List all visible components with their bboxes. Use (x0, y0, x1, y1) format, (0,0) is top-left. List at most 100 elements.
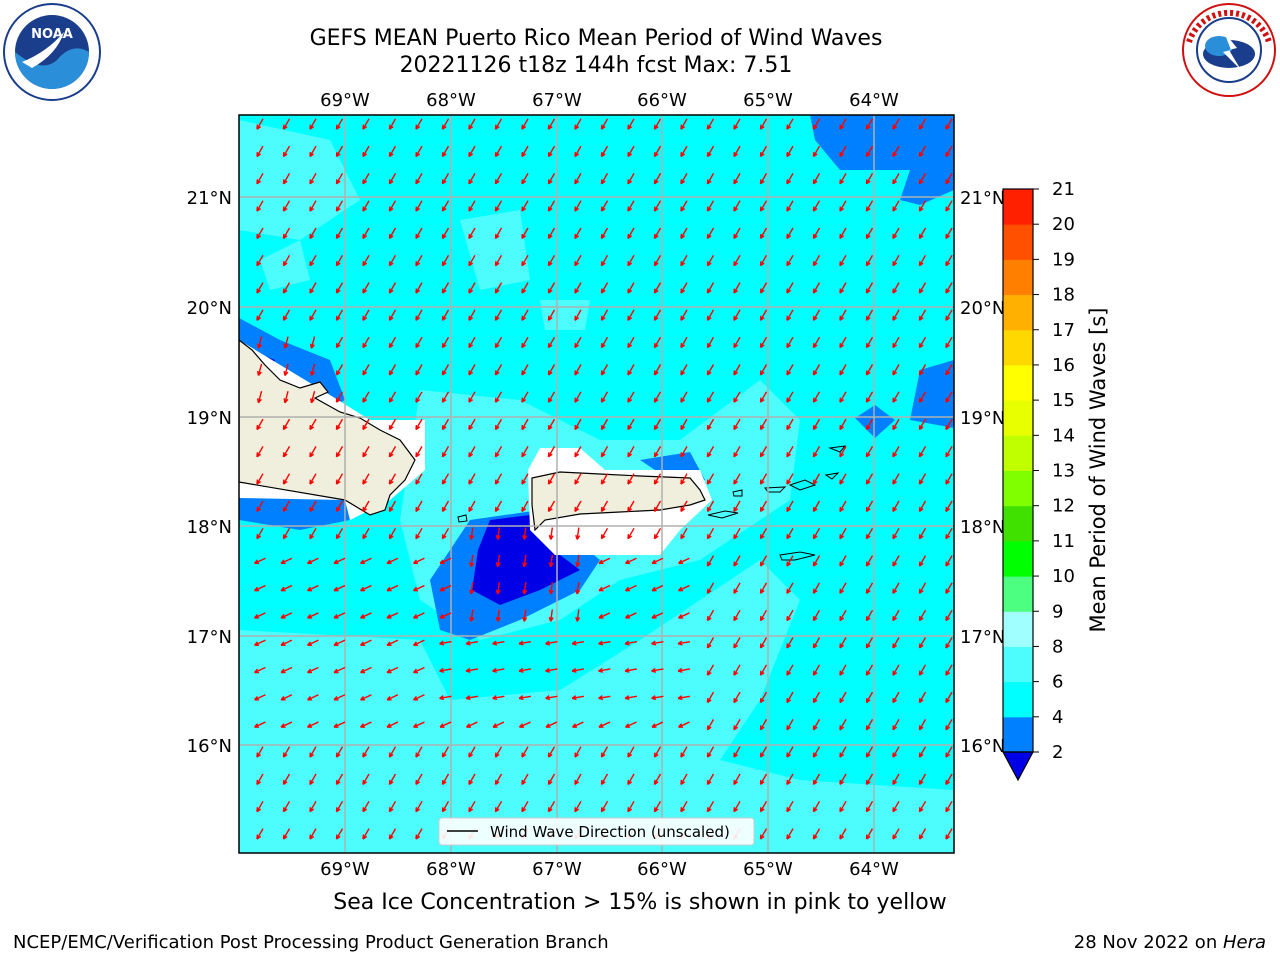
wave-direction-arrowhead (919, 781, 924, 785)
wave-direction-arrow (680, 336, 688, 348)
wave-direction-arrowhead (521, 781, 527, 785)
wave-direction-arrowhead (521, 153, 527, 158)
wave-direction-arrow (918, 254, 927, 267)
wave-direction-arrowhead (866, 672, 871, 676)
wave-direction-arrow (812, 254, 821, 267)
wave-direction-arrowhead (624, 670, 630, 673)
wave-direction-arrow (759, 309, 768, 321)
wave-direction-arrow (492, 721, 505, 728)
colorbar-tick-label: 12 (1052, 496, 1075, 517)
wave-direction-arrowhead (523, 535, 528, 540)
wave-direction-arrowhead (574, 207, 580, 212)
wave-direction-arrowhead (866, 180, 871, 185)
wave-direction-arrowhead (813, 480, 818, 485)
wave-direction-arrow (706, 527, 715, 540)
wave-direction-arrow (254, 694, 266, 701)
wave-direction-arrow (653, 282, 662, 294)
wave-direction-arrow (680, 254, 688, 267)
wave-direction-arrowhead (601, 480, 606, 485)
wave-direction-arrowhead (677, 643, 683, 646)
wave-direction-arrowhead (362, 153, 368, 158)
wave-direction-arrowhead (497, 535, 501, 540)
wave-direction-arrowhead (521, 480, 527, 485)
wave-direction-arrowhead (492, 697, 498, 701)
wave-direction-arrow (680, 773, 688, 785)
wave-direction-arrowhead (919, 672, 924, 676)
wave-direction-arrow (388, 227, 397, 239)
wave-direction-arrow (280, 639, 293, 646)
wave-direction-arrow (786, 227, 794, 239)
wave-direction-arrow (918, 336, 927, 348)
wave-direction-arrowhead (598, 643, 604, 646)
wave-direction-arrow (892, 609, 900, 621)
wave-direction-arrowhead (866, 753, 871, 758)
wave-direction-arrowhead (654, 289, 659, 294)
wave-direction-arrowhead (866, 480, 871, 485)
wave-direction-arrow (627, 336, 635, 348)
wave-direction-arrow (386, 666, 399, 674)
wave-direction-arrow (706, 555, 715, 567)
wave-direction-arrow (574, 173, 582, 185)
wave-direction-arrow (254, 557, 266, 564)
wave-direction-arrow (386, 612, 399, 619)
wave-direction-arrow (415, 800, 423, 813)
wave-direction-arrowhead (892, 262, 898, 267)
wave-direction-arrowhead (654, 508, 659, 512)
wave-direction-arrowhead (786, 262, 792, 267)
wave-direction-arrow (256, 473, 264, 485)
wave-direction-arrowhead (495, 453, 500, 458)
wave-direction-arrow (282, 254, 291, 267)
wave-direction-arrowhead (919, 344, 924, 349)
wave-direction-arrow (470, 554, 474, 567)
wave-direction-arrow (465, 668, 479, 672)
wave-direction-arrow (523, 609, 527, 622)
wave-direction-arrowhead (468, 180, 474, 185)
national-weather-service-logo (1182, 3, 1276, 97)
wave-direction-arrow (360, 612, 372, 619)
wave-direction-arrowhead (707, 753, 712, 758)
wave-direction-arrowhead (550, 617, 554, 622)
wave-direction-arrowhead (362, 207, 368, 212)
wave-direction-arrowhead (336, 781, 341, 785)
wave-direction-arrowhead (839, 644, 845, 649)
wave-direction-arrow (413, 694, 425, 701)
wave-direction-arrowhead (468, 126, 474, 130)
wave-direction-arrowhead (470, 562, 475, 568)
wave-direction-arrowhead (707, 808, 712, 813)
wave-direction-arrowhead (786, 180, 792, 185)
wave-direction-arrowhead (919, 835, 924, 840)
wave-direction-arrowhead (733, 726, 739, 731)
wave-direction-arrow (839, 118, 847, 130)
wave-direction-arrow (310, 363, 316, 376)
wave-direction-arrowhead (627, 480, 633, 485)
wave-direction-arrow (521, 800, 529, 813)
wave-direction-arrowhead (813, 262, 818, 267)
wave-direction-arrowhead (945, 453, 951, 458)
wave-direction-arrowhead (786, 808, 792, 813)
wave-direction-arrowhead (336, 480, 341, 485)
wave-direction-arrowhead (256, 808, 262, 813)
wave-direction-arrowhead (548, 453, 553, 458)
wave-direction-arrow (706, 173, 715, 185)
wave-direction-arrowhead (523, 562, 528, 568)
wave-direction-arrow (627, 773, 635, 785)
wave-direction-arrowhead (310, 398, 315, 404)
wave-direction-arrow (812, 773, 821, 785)
wave-direction-arrow (282, 145, 291, 157)
wave-direction-arrowhead (415, 289, 421, 294)
wave-direction-arrow (733, 609, 741, 621)
wave-direction-arrow (627, 364, 635, 376)
wave-direction-arrow (918, 691, 927, 703)
wave-direction-arrow (284, 336, 289, 349)
wave-direction-arrowhead (813, 289, 818, 294)
colorbar-label: Mean Period of Wind Waves [s] (1086, 308, 1110, 633)
wave-direction-arrowhead (548, 808, 553, 813)
wave-direction-arrow (865, 118, 874, 130)
wave-direction-arrowhead (283, 835, 288, 840)
wave-direction-arrow (625, 612, 637, 619)
wave-direction-arrowhead (415, 508, 421, 512)
wave-direction-arrow (786, 418, 794, 430)
wave-direction-arrowhead (866, 399, 871, 403)
wave-direction-arrowhead (919, 644, 924, 649)
wave-direction-arrow (786, 582, 794, 594)
